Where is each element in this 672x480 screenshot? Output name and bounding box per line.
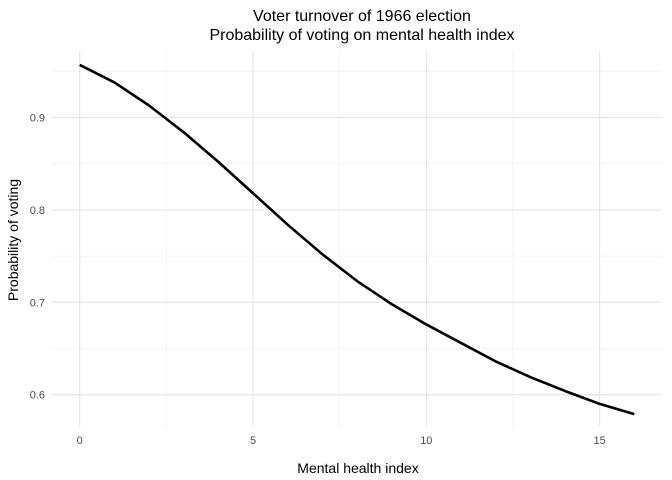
x-tick-label: 0 — [77, 435, 83, 447]
y-tick-label: 0.9 — [30, 113, 45, 125]
y-tick-label: 0.6 — [30, 390, 45, 402]
y-axis-title: Probability of voting — [5, 179, 21, 301]
x-tick-label: 5 — [250, 435, 256, 447]
chart-title: Voter turnover of 1966 election — [253, 8, 471, 25]
series-line — [79, 63, 635, 416]
minor-gridlines — [52, 51, 662, 427]
x-tick-labels: 0 5 10 15 — [77, 435, 606, 447]
y-tick-labels: 0.6 0.7 0.8 0.9 — [30, 113, 45, 402]
series-layer — [79, 63, 635, 416]
x-axis-title: Mental health index — [297, 460, 418, 476]
y-tick-label: 0.7 — [30, 297, 45, 309]
chart-subtitle: Probability of voting on mental health i… — [209, 27, 514, 44]
y-tick-label: 0.8 — [30, 205, 45, 217]
x-tick-label: 15 — [593, 435, 605, 447]
major-gridlines — [52, 51, 662, 427]
x-tick-label: 10 — [420, 435, 432, 447]
